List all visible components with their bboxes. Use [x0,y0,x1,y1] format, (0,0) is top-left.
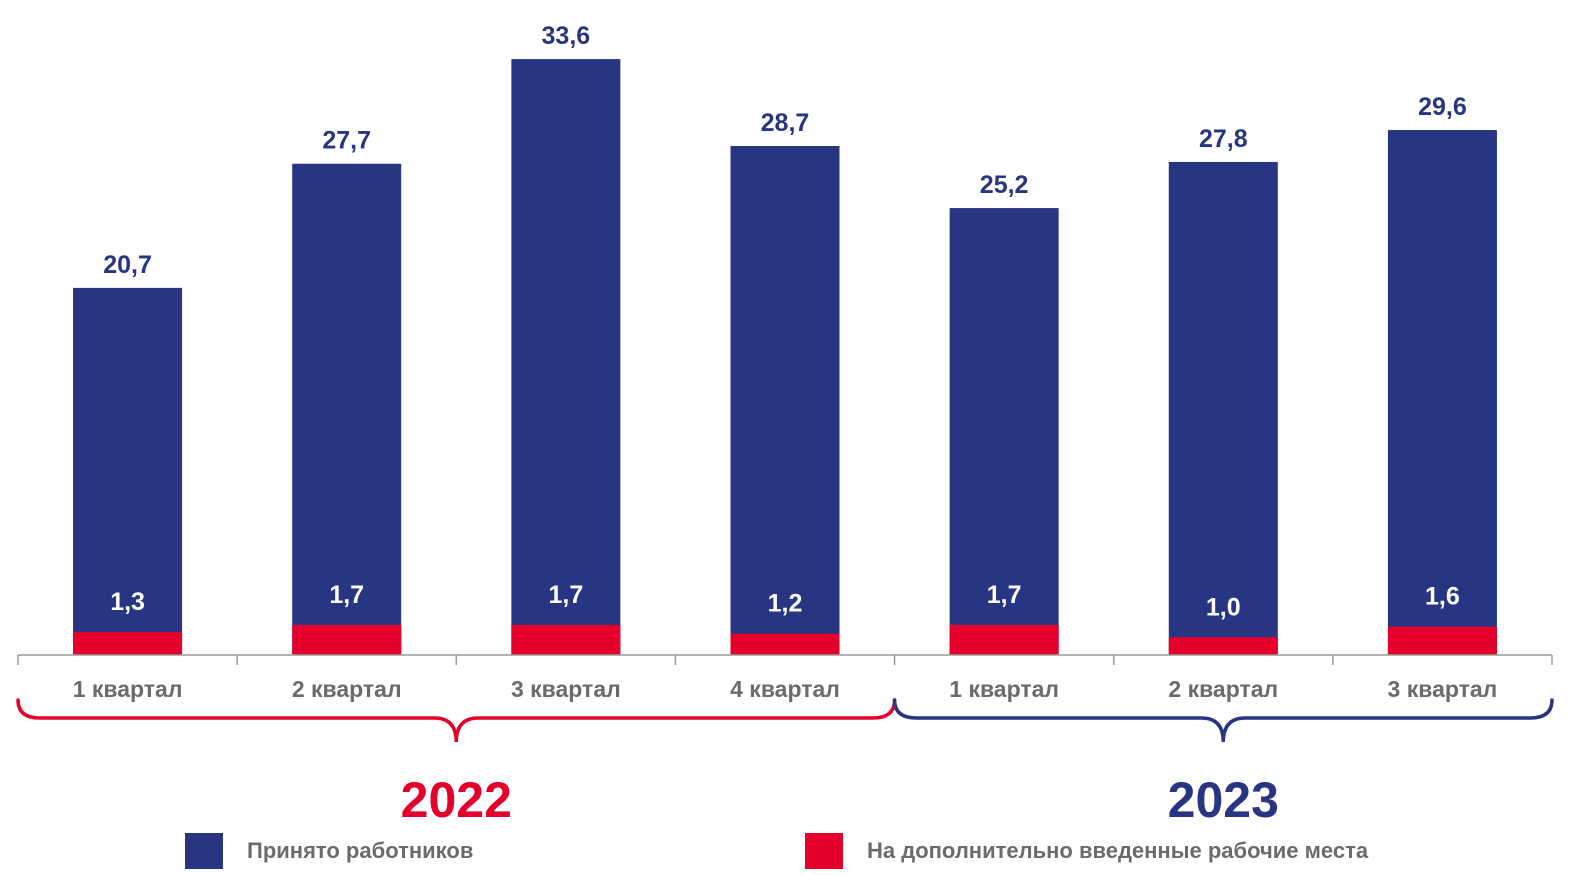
bar-extra [292,624,402,655]
year-brace [16,698,897,743]
data-label-extra: 1,6 [1425,583,1460,611]
x-tick-label: 1 квартал [73,676,183,702]
data-label-extra: 1,3 [110,588,145,616]
x-tick-label: 3 квартал [1388,676,1498,702]
bar-hired [511,59,621,655]
bar-hired [1168,161,1278,656]
data-label-hired: 28,7 [761,109,810,137]
x-tick-label: 4 квартал [730,676,840,702]
bar-extra [1168,637,1278,655]
bar-hired [73,287,183,655]
x-tick-label: 2 квартал [292,676,402,702]
data-label-extra: 1,7 [548,581,583,609]
legend-item-extra: На дополнительно введенные рабочие места [805,833,1368,869]
data-label-hired: 20,7 [103,251,152,279]
bar-extra [1387,626,1497,655]
bar-extra [730,633,840,655]
year-brace [892,698,1554,743]
data-label-extra: 1,0 [1206,593,1241,621]
data-label-hired: 33,6 [542,22,591,50]
year-label: 2023 [1168,772,1279,828]
data-label-hired: 29,6 [1418,93,1467,121]
bar-hired [292,163,402,655]
year-label: 2022 [401,772,512,828]
legend-item-hired: Принято работников [185,833,473,869]
bar-hired [1387,130,1497,656]
data-label-hired: 25,2 [980,171,1029,199]
year-groups: 2022 2023 [16,698,1554,828]
data-label-extra: 1,2 [768,590,803,618]
legend-label-hired: Принято работников [247,838,474,863]
data-label-hired: 27,8 [1199,125,1248,153]
legend-label-extra: На дополнительно введенные рабочие места [867,838,1369,863]
data-label-extra: 1,7 [987,581,1022,609]
bar-extra [511,624,621,655]
bar-extra [73,631,183,655]
data-label-extra: 1,7 [329,581,364,609]
x-tick-label: 1 квартал [949,676,1059,702]
bar-hired [730,145,840,655]
legend-swatch-extra [805,833,843,869]
x-tick-label: 2 квартал [1168,676,1278,702]
x-tick-label: 3 квартал [511,676,621,702]
bar-extra [949,624,1059,655]
legend-swatch-hired [185,833,223,869]
bars-layer: 20,7 1,3 27,7 1,7 33,6 1,7 28,7 1,2 25,2 1,7 27,8 1… [73,22,1497,656]
x-axis: 1 квартал 2 квартал 3 квартал 4 квартал 1 кв… [17,654,1553,702]
bar-hired [949,208,1059,655]
data-label-hired: 27,7 [322,127,371,155]
